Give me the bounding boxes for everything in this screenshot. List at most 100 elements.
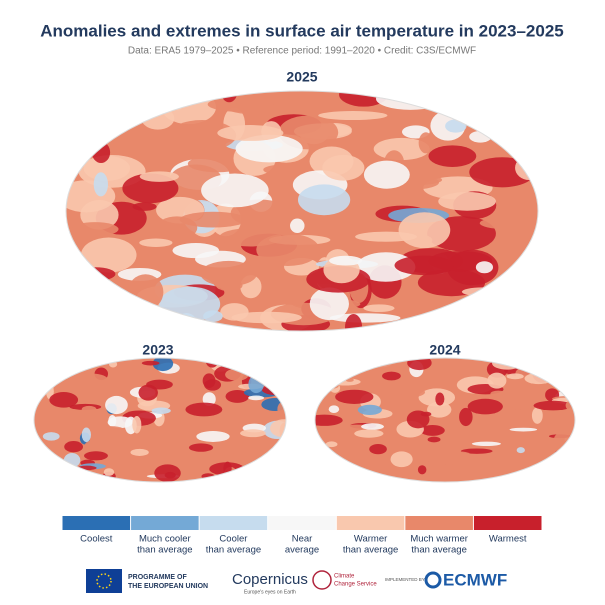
anomaly-region <box>329 255 363 266</box>
anomaly-region <box>446 91 472 114</box>
anomaly-region <box>105 395 128 415</box>
anomaly-region <box>201 173 269 208</box>
anomaly-region <box>66 103 105 122</box>
anomaly-region <box>562 446 572 460</box>
map-outline <box>33 357 287 483</box>
anomaly-region <box>318 111 388 121</box>
c3s-text: Climate <box>334 574 355 580</box>
anomaly-region <box>330 220 383 250</box>
c3s-text: Change Service <box>334 582 377 588</box>
anomaly-region <box>141 107 175 130</box>
anomaly-region <box>482 284 516 296</box>
legend-label: than average <box>206 545 261 556</box>
anomaly-region <box>170 91 186 111</box>
anomaly-region <box>470 320 489 331</box>
anomaly-region <box>444 91 469 110</box>
anomaly-region <box>47 413 71 426</box>
anomaly-region <box>132 415 142 434</box>
anomaly-region <box>533 470 560 482</box>
anomaly-region <box>172 243 220 259</box>
anomaly-region <box>263 164 299 175</box>
legend-swatch <box>131 516 199 530</box>
anomaly-region <box>357 404 382 415</box>
anomaly-region <box>429 366 460 376</box>
copernicus-tagline: Europe's eyes on Earth <box>244 589 296 595</box>
anomaly-region <box>369 444 387 455</box>
anomaly-region <box>343 358 379 370</box>
anomaly-region <box>447 428 471 445</box>
anomaly-region <box>428 382 443 388</box>
anomaly-region <box>90 297 120 322</box>
anomaly-region <box>168 120 237 152</box>
anomaly-region <box>361 423 384 430</box>
anomaly-region <box>491 409 529 418</box>
map-label: 2024 <box>429 342 460 358</box>
anomaly-region <box>139 171 179 182</box>
anomaly-region <box>475 261 494 274</box>
anomaly-region <box>427 436 441 443</box>
anomaly-region <box>110 96 127 125</box>
anomaly-region <box>384 91 440 95</box>
anomaly-region <box>426 449 456 466</box>
legend-swatch <box>336 516 405 530</box>
anomaly-region <box>196 431 230 442</box>
anomaly-region <box>402 291 418 305</box>
title: Anomalies and extremes in surface air te… <box>40 21 563 40</box>
anomaly-region <box>420 425 445 436</box>
map <box>315 358 575 482</box>
anomaly-region <box>510 282 538 303</box>
anomaly-region <box>63 453 81 468</box>
anomaly-region <box>76 373 109 387</box>
anomaly-region <box>54 475 85 482</box>
anomaly-region <box>390 451 413 468</box>
anomaly-region <box>64 441 84 453</box>
anomaly-region <box>449 375 458 384</box>
anomaly-region <box>316 457 341 474</box>
anomaly-region <box>469 454 498 467</box>
anomaly-region <box>268 369 286 376</box>
anomaly-region <box>400 387 425 397</box>
anomaly-region <box>487 120 534 132</box>
anomaly-region <box>93 172 108 197</box>
anomaly-region <box>427 401 452 418</box>
map <box>66 91 538 331</box>
anomaly-region <box>451 91 476 107</box>
map-outline <box>314 357 576 483</box>
anomaly-region <box>322 154 365 181</box>
map-label: 2023 <box>142 342 173 358</box>
maps <box>33 90 576 483</box>
anomaly-region <box>139 238 173 247</box>
c3s-logo <box>312 570 332 590</box>
anomaly-region <box>521 360 555 369</box>
anomaly-region <box>394 255 454 276</box>
anomaly-region <box>81 427 91 443</box>
anomaly-region <box>87 96 123 127</box>
anomaly-region <box>490 390 507 397</box>
anomaly-region <box>398 212 451 249</box>
anomaly-region <box>227 102 280 115</box>
anomaly-region <box>66 128 105 143</box>
anomaly-region <box>270 358 286 367</box>
anomaly-region <box>554 371 575 377</box>
anomaly-region <box>344 314 363 331</box>
anomaly-region <box>516 447 525 454</box>
legend-label: Much warmer <box>410 534 468 545</box>
anomaly-region <box>422 91 463 101</box>
anomaly-region <box>89 320 144 331</box>
anomaly-region <box>418 132 434 154</box>
anomaly-region <box>152 358 174 372</box>
anomaly-region <box>66 91 115 116</box>
anomaly-region <box>42 432 60 441</box>
anomaly-region <box>445 119 467 133</box>
anomaly-region <box>66 91 96 103</box>
anomaly-region <box>164 471 176 479</box>
anomaly-region <box>255 447 264 461</box>
legend-label: Near <box>292 534 313 545</box>
anomaly-region <box>309 287 349 321</box>
legend-swatch <box>405 516 473 530</box>
anomaly-region <box>81 405 97 414</box>
anomaly-region <box>248 374 264 394</box>
anomaly-region <box>103 468 115 476</box>
anomaly-region <box>185 402 223 417</box>
anomaly-region <box>510 394 526 410</box>
